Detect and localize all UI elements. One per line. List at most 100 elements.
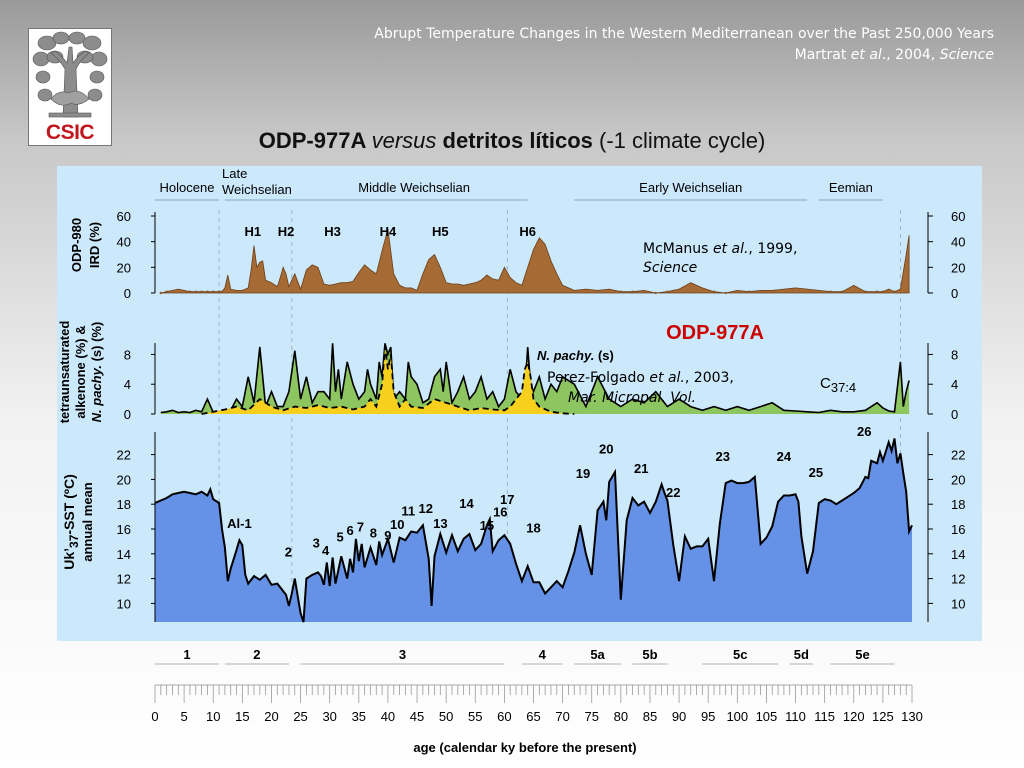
sst-event-label: 24 bbox=[777, 449, 792, 464]
csic-logo: CSIC bbox=[28, 28, 112, 146]
x-tick-label: 110 bbox=[785, 709, 806, 724]
text-span: C bbox=[820, 375, 831, 392]
y-tick-label-left: 12 bbox=[117, 572, 131, 587]
y-tick-label-right: 12 bbox=[951, 572, 965, 587]
ird-point bbox=[619, 290, 623, 293]
x-tick-label: 35 bbox=[352, 709, 366, 724]
x-tick-label: 95 bbox=[701, 709, 715, 724]
sst-event-label: 22 bbox=[666, 485, 680, 500]
y-tick-label-right: 14 bbox=[951, 547, 965, 562]
sst-event-label: 11 bbox=[401, 503, 415, 518]
sst-event-label: 26 bbox=[857, 424, 871, 439]
x-tick-label: 90 bbox=[672, 709, 686, 724]
c37-y-label: alkenone (%) & bbox=[73, 325, 88, 418]
y-tick-label-right: 22 bbox=[951, 448, 965, 463]
header-journal: Science bbox=[939, 47, 994, 63]
mis-label: 5a bbox=[590, 647, 605, 662]
ird-point bbox=[724, 291, 727, 295]
main-title: ODP-977A versus detritos líticos (-1 cli… bbox=[0, 128, 1024, 154]
y-tick-label-right: 8 bbox=[951, 347, 958, 362]
core-label: ODP-977A bbox=[666, 322, 764, 344]
period-label: Holocene bbox=[160, 180, 215, 195]
sst-event-label: 5 bbox=[337, 529, 344, 544]
y-tick-label-right: 20 bbox=[951, 260, 965, 275]
ird-point bbox=[747, 290, 751, 293]
mis-label: 4 bbox=[539, 647, 547, 662]
ird-point bbox=[220, 290, 224, 293]
sst-event-label: 20 bbox=[599, 441, 613, 456]
y-tick-label-left: 10 bbox=[117, 596, 131, 611]
c37-series-label: C37:4 bbox=[820, 375, 856, 395]
sst-event-label: 2 bbox=[285, 544, 292, 559]
sst-event-label: 23 bbox=[716, 449, 730, 464]
sst-event-label: Al-1 bbox=[227, 516, 252, 531]
header-citation-title: Abrupt Temperature Changes in the Wester… bbox=[374, 26, 994, 42]
text-span: (s) bbox=[594, 348, 614, 363]
period-label: Late bbox=[222, 166, 247, 181]
y-tick-label-left: 60 bbox=[117, 209, 131, 224]
ird-area bbox=[160, 228, 910, 294]
sst-event-label: 18 bbox=[526, 521, 540, 536]
sst-event-label: 6 bbox=[346, 523, 353, 538]
y-tick-label-right: 16 bbox=[951, 522, 965, 537]
logo-text: CSIC bbox=[45, 121, 95, 144]
text-span: et al. bbox=[713, 241, 748, 257]
c37-citation: Perez-Folgado et al., 2003, bbox=[547, 370, 734, 386]
c37-area bbox=[160, 343, 910, 414]
ird-citation: McManus et al., 1999, bbox=[643, 241, 797, 257]
ird-point bbox=[864, 290, 867, 293]
x-tick-label: 5 bbox=[180, 709, 187, 724]
x-tick-label: 75 bbox=[584, 709, 598, 724]
text-span: (s) (%) bbox=[89, 322, 104, 365]
text-span: -SST (ºC) bbox=[61, 474, 77, 534]
x-tick-label: 10 bbox=[206, 709, 220, 724]
ird-point bbox=[654, 291, 657, 295]
x-tick-label: 85 bbox=[643, 709, 657, 724]
x-tick-label: 15 bbox=[235, 709, 249, 724]
title-core: ODP-977A bbox=[258, 128, 372, 153]
c37-citation-journal: Mar. Micropal. Vol. bbox=[568, 390, 696, 406]
sst-y-label: Uk’37-SST (ºC) bbox=[61, 474, 81, 569]
sst-event-label: 8 bbox=[370, 526, 377, 541]
sst-event-label: 7 bbox=[357, 519, 364, 534]
npachy-label: N. pachy. (s) bbox=[537, 348, 614, 363]
heinrich-label: H3 bbox=[324, 224, 341, 239]
sst-event-label: 19 bbox=[576, 466, 590, 481]
mis-label: 1 bbox=[183, 647, 190, 662]
y-tick-label-left: 22 bbox=[117, 448, 131, 463]
ird-point bbox=[159, 291, 163, 295]
mis-label: 5c bbox=[733, 647, 747, 662]
sst-event-label: 25 bbox=[809, 465, 823, 480]
y-tick-label-right: 40 bbox=[951, 235, 965, 250]
mis-label: 5b bbox=[642, 647, 657, 662]
y-tick-label-left: 4 bbox=[124, 377, 131, 392]
y-tick-label-right: 4 bbox=[951, 377, 958, 392]
ird-point bbox=[881, 290, 885, 293]
mis-label: 2 bbox=[253, 647, 260, 662]
sst-y-label: annual mean bbox=[80, 482, 95, 562]
mis-label: 5d bbox=[794, 647, 809, 662]
ird-point bbox=[194, 290, 197, 293]
c37-y-label: N. pachy. (s) (%) bbox=[89, 322, 104, 423]
text-span: N. pachy. bbox=[537, 348, 594, 363]
ird-point bbox=[840, 290, 844, 293]
header-year: ., 2004, bbox=[881, 47, 940, 63]
heinrich-label: H1 bbox=[245, 224, 262, 239]
y-tick-label-left: 0 bbox=[124, 286, 131, 301]
x-tick-label: 100 bbox=[726, 709, 748, 724]
sst-event-label: 13 bbox=[433, 516, 447, 531]
title-versus: versus bbox=[371, 128, 437, 153]
text-span: , 1999, bbox=[748, 241, 797, 257]
heinrich-label: H4 bbox=[380, 224, 397, 239]
y-tick-label-right: 60 bbox=[951, 209, 965, 224]
mis-label: 5e bbox=[855, 647, 869, 662]
x-tick-label: 130 bbox=[901, 709, 923, 724]
sst-event-label: 15 bbox=[480, 518, 494, 533]
sst-event-label: 4 bbox=[322, 543, 330, 558]
heinrich-label: H5 bbox=[432, 224, 449, 239]
period-label: Eemian bbox=[829, 180, 873, 195]
heinrich-label: H2 bbox=[278, 224, 295, 239]
ird-point bbox=[206, 290, 209, 293]
period-label: Middle Weichselian bbox=[358, 180, 470, 195]
